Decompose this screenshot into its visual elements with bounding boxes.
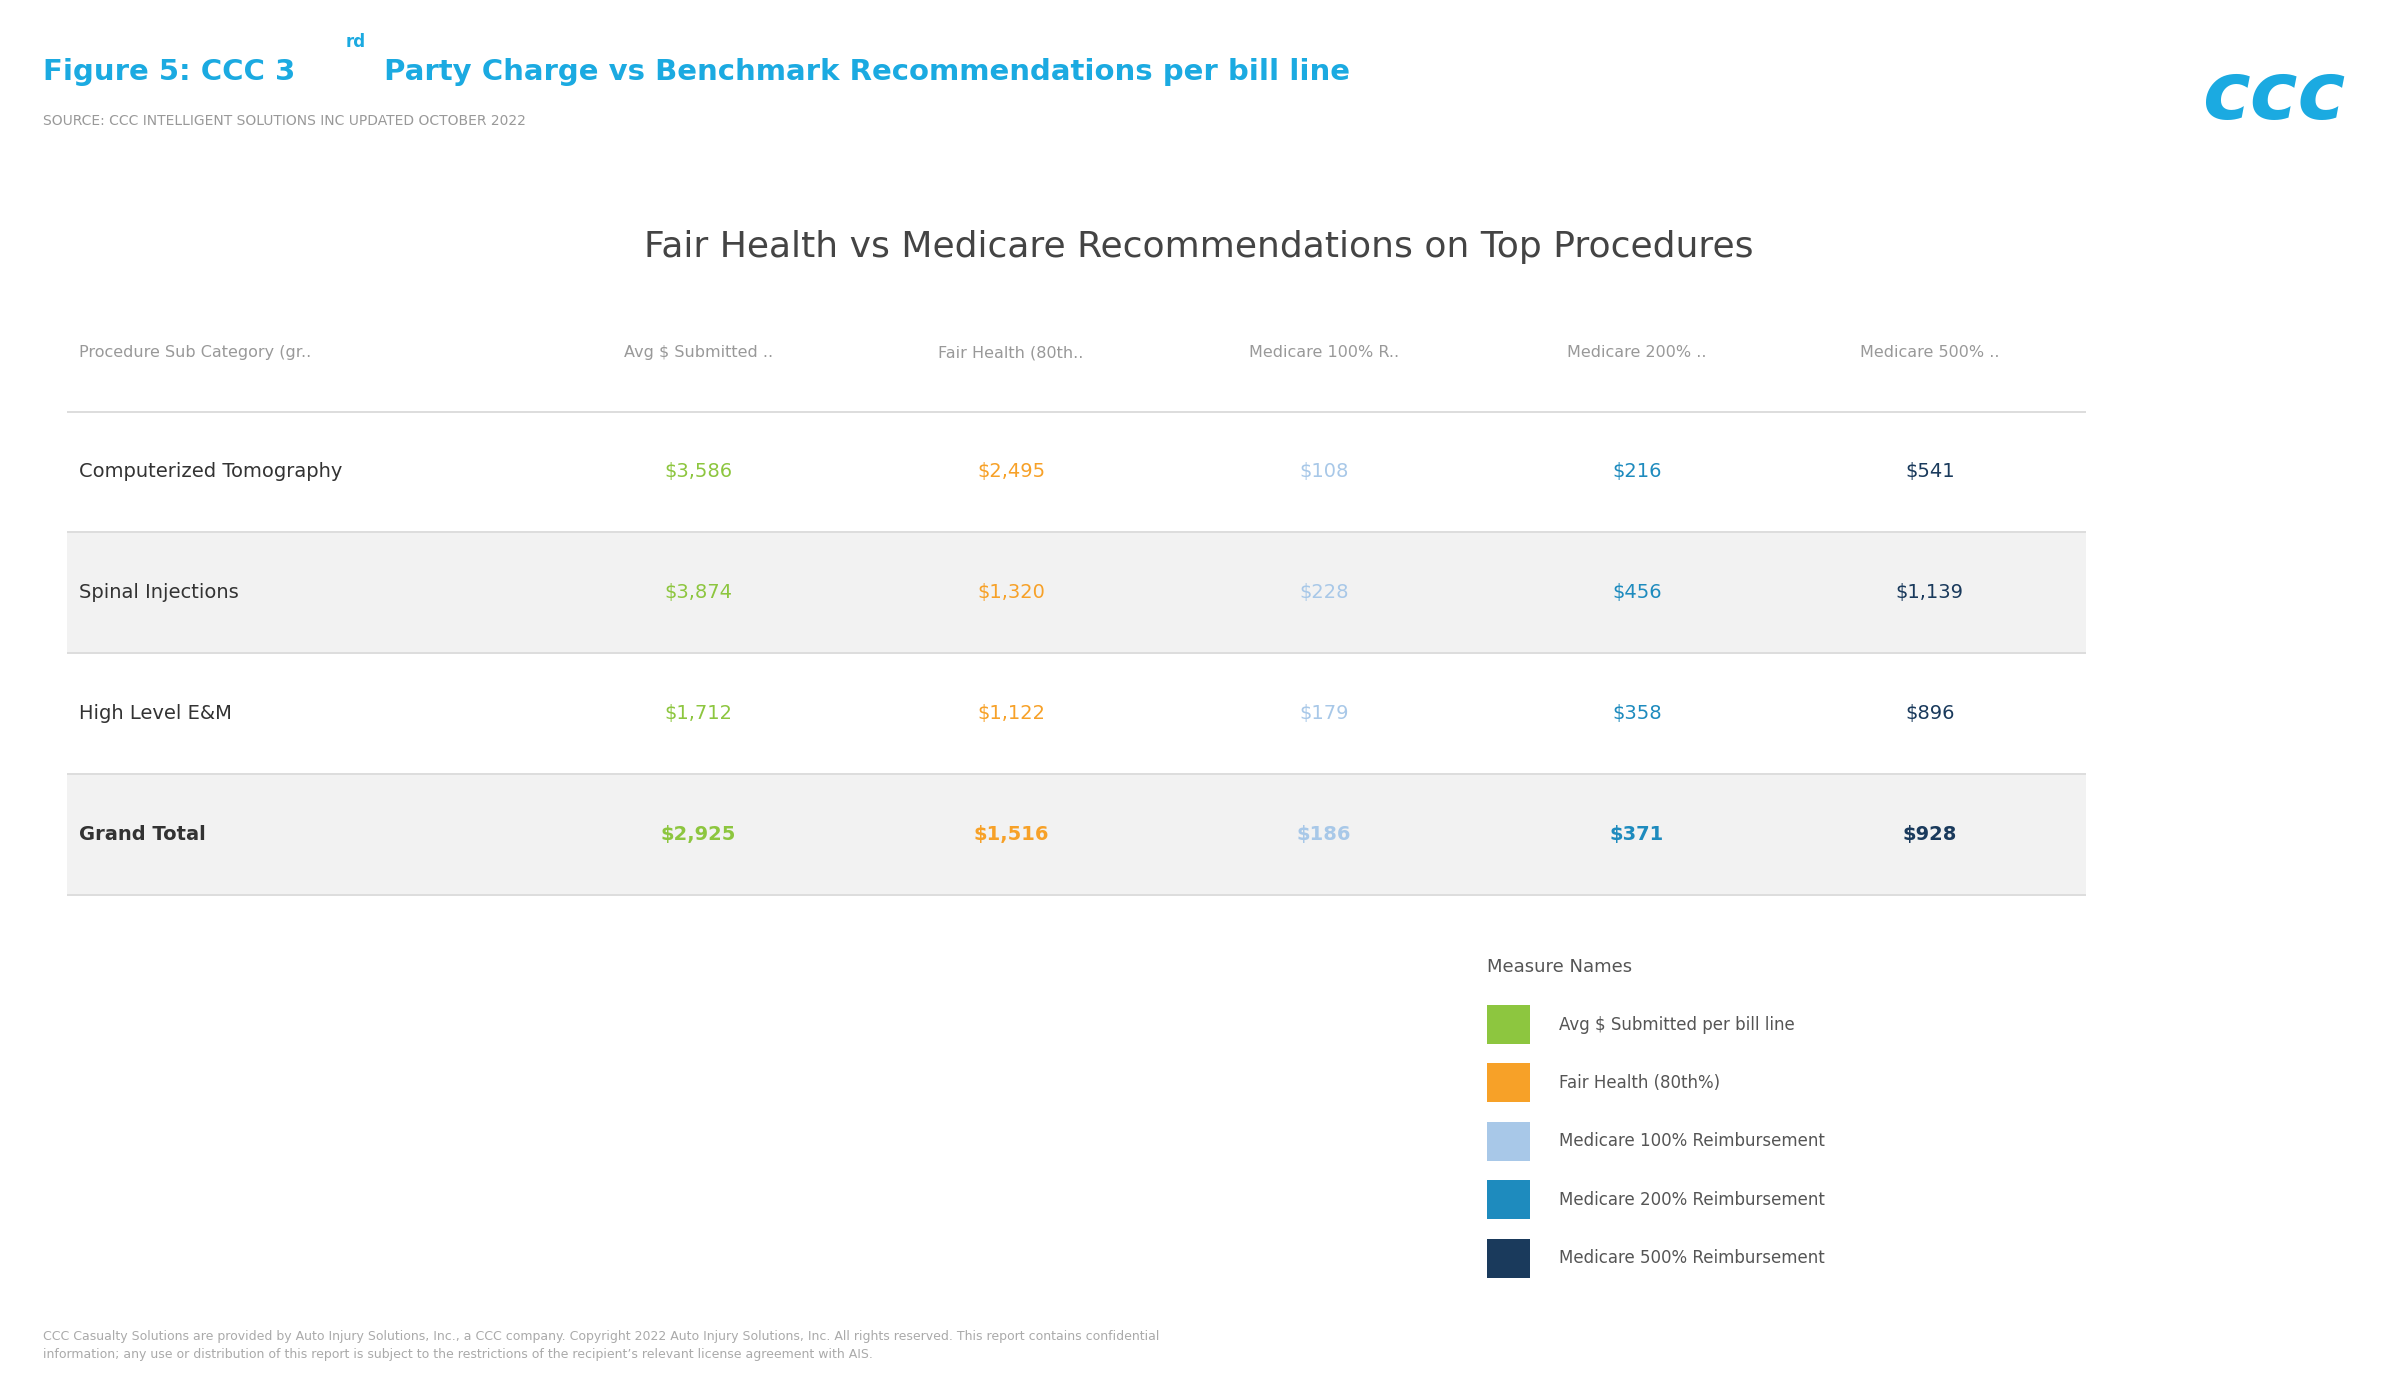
- Text: Medicare 100% R..: Medicare 100% R..: [1249, 345, 1398, 361]
- Text: Spinal Injections: Spinal Injections: [79, 583, 240, 601]
- Text: $228: $228: [1300, 583, 1348, 601]
- Text: $108: $108: [1300, 462, 1348, 480]
- Text: Medicare 100% Reimbursement: Medicare 100% Reimbursement: [1559, 1133, 1825, 1150]
- Text: CCC Casualty Solutions are provided by Auto Injury Solutions, Inc., a CCC compan: CCC Casualty Solutions are provided by A…: [43, 1331, 1161, 1361]
- Text: $2,495: $2,495: [976, 462, 1046, 480]
- Text: $541: $541: [1904, 462, 1954, 480]
- Text: $1,516: $1,516: [974, 825, 1048, 844]
- FancyBboxPatch shape: [1487, 1005, 1530, 1044]
- Text: $896: $896: [1904, 704, 1954, 722]
- Text: Party Charge vs Benchmark Recommendations per bill line: Party Charge vs Benchmark Recommendation…: [374, 58, 1350, 86]
- Text: Procedure Sub Category (gr..: Procedure Sub Category (gr..: [79, 345, 312, 361]
- Text: Grand Total: Grand Total: [79, 825, 206, 844]
- FancyBboxPatch shape: [67, 774, 2086, 775]
- Text: Avg $ Submitted per bill line: Avg $ Submitted per bill line: [1559, 1016, 1794, 1033]
- Text: $456: $456: [1611, 583, 1662, 601]
- Text: $371: $371: [1609, 825, 1664, 844]
- FancyBboxPatch shape: [1487, 1239, 1530, 1278]
- FancyBboxPatch shape: [1487, 1122, 1530, 1161]
- Text: $3,874: $3,874: [664, 583, 731, 601]
- Text: SOURCE: CCC INTELLIGENT SOLUTIONS INC UPDATED OCTOBER 2022: SOURCE: CCC INTELLIGENT SOLUTIONS INC UP…: [43, 114, 525, 128]
- Text: Fair Health vs Medicare Recommendations on Top Procedures: Fair Health vs Medicare Recommendations …: [645, 230, 1753, 263]
- Text: Medicare 500% Reimbursement: Medicare 500% Reimbursement: [1559, 1250, 1825, 1267]
- Text: $1,712: $1,712: [664, 704, 731, 722]
- FancyBboxPatch shape: [67, 774, 2086, 895]
- Text: $186: $186: [1297, 825, 1352, 844]
- Text: ccc: ccc: [2201, 58, 2345, 136]
- Text: $3,586: $3,586: [664, 462, 731, 480]
- Text: Computerized Tomography: Computerized Tomography: [79, 462, 343, 480]
- FancyBboxPatch shape: [1487, 1063, 1530, 1102]
- FancyBboxPatch shape: [67, 532, 2086, 533]
- Text: $928: $928: [1902, 825, 1957, 844]
- Text: $1,320: $1,320: [976, 583, 1046, 601]
- Text: $179: $179: [1300, 704, 1348, 722]
- Text: Medicare 200% Reimbursement: Medicare 200% Reimbursement: [1559, 1192, 1825, 1208]
- FancyBboxPatch shape: [67, 651, 2086, 654]
- FancyBboxPatch shape: [67, 411, 2086, 412]
- FancyBboxPatch shape: [67, 532, 2086, 653]
- Text: $1,122: $1,122: [976, 704, 1046, 722]
- Text: Figure 5: CCC 3: Figure 5: CCC 3: [43, 58, 295, 86]
- Text: $216: $216: [1611, 462, 1662, 480]
- Text: High Level E&M: High Level E&M: [79, 704, 233, 722]
- Text: Medicare 500% ..: Medicare 500% ..: [1861, 345, 2000, 361]
- Text: rd: rd: [345, 33, 364, 52]
- FancyBboxPatch shape: [1487, 1180, 1530, 1219]
- Text: $358: $358: [1611, 704, 1662, 722]
- Text: Avg $ Submitted ..: Avg $ Submitted ..: [623, 345, 772, 361]
- FancyBboxPatch shape: [67, 411, 2086, 413]
- Text: Fair Health (80th..: Fair Health (80th..: [938, 345, 1084, 361]
- Text: Fair Health (80th%): Fair Health (80th%): [1559, 1075, 1719, 1091]
- Text: Measure Names: Measure Names: [1487, 958, 1633, 976]
- Text: $2,925: $2,925: [659, 825, 736, 844]
- FancyBboxPatch shape: [67, 895, 2086, 896]
- Text: Medicare 200% ..: Medicare 200% ..: [1568, 345, 1707, 361]
- Text: $1,139: $1,139: [1897, 583, 1964, 601]
